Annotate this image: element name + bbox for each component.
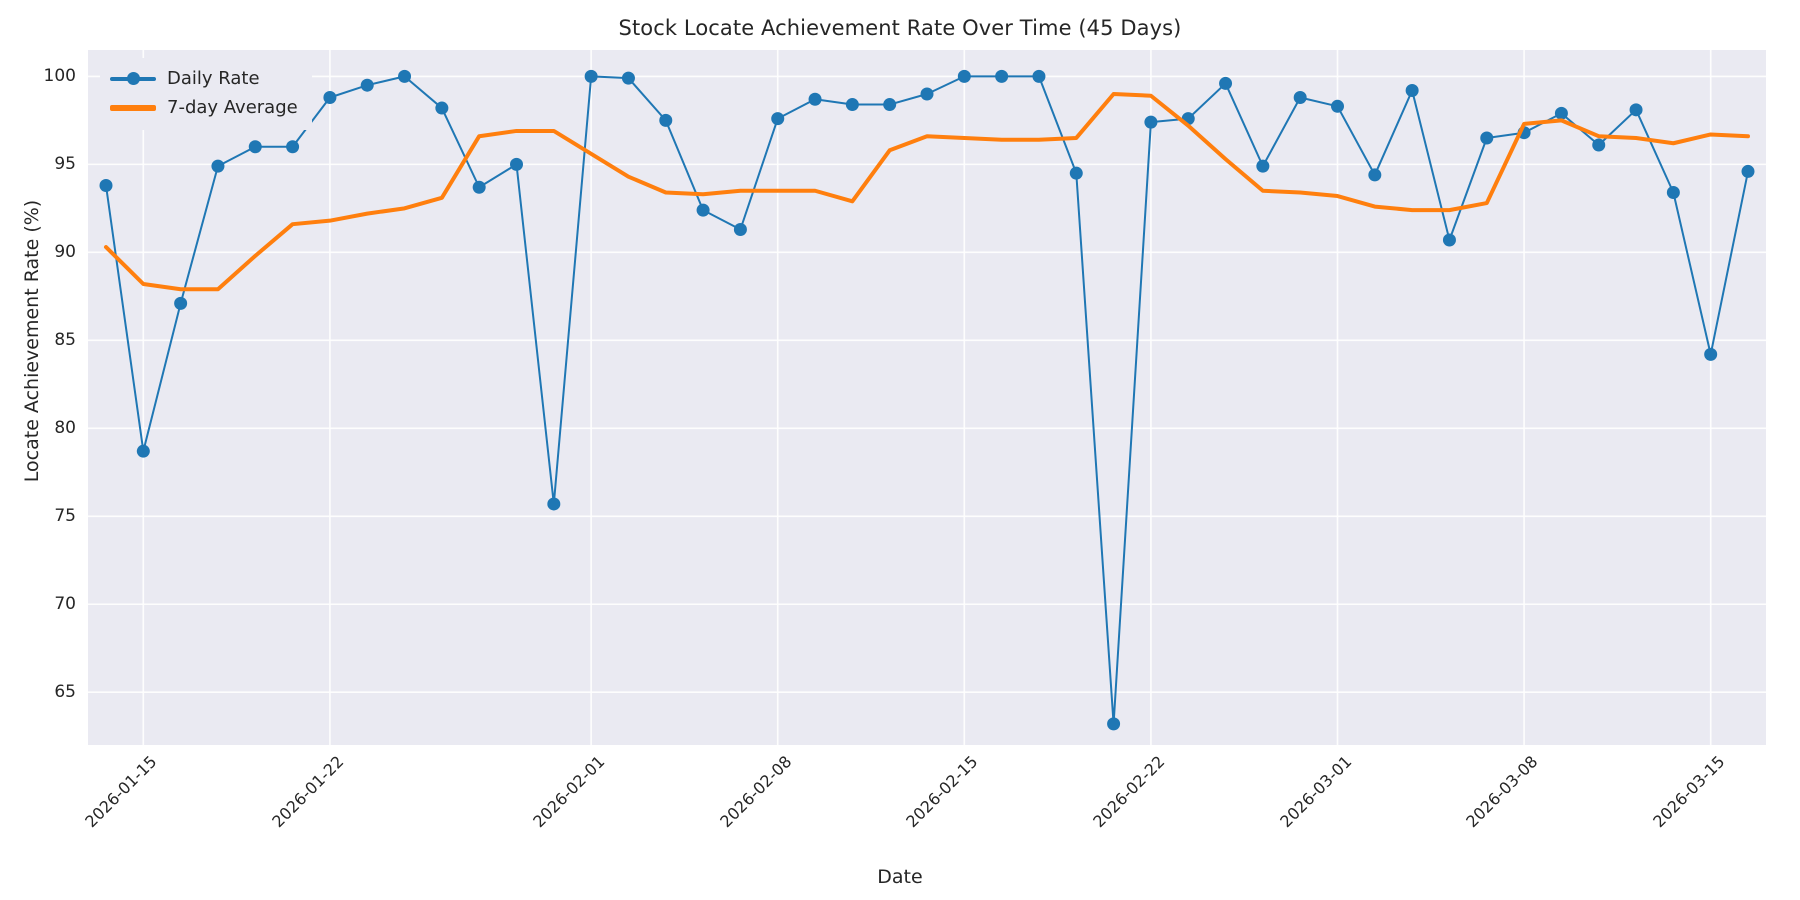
data-point-marker — [584, 69, 598, 83]
y-tick-label: 90 — [54, 242, 76, 263]
data-point-marker — [1592, 138, 1606, 152]
data-point-marker — [1293, 91, 1307, 105]
y-tick-label: 100 — [43, 66, 76, 87]
series-layer — [99, 69, 1755, 731]
x-tick-label: 2026-03-15 — [1648, 752, 1729, 832]
data-point-marker — [883, 98, 897, 112]
x-tick-label: 2026-02-01 — [529, 752, 609, 832]
data-point-marker — [547, 497, 561, 511]
y-tick-label: 75 — [54, 506, 76, 527]
y-tick-label: 65 — [54, 682, 76, 703]
data-point-marker — [248, 140, 262, 154]
data-point-marker — [1069, 166, 1083, 180]
data-point-marker — [771, 112, 785, 126]
x-tick-label: 2026-01-22 — [268, 752, 348, 832]
data-point-marker — [174, 296, 188, 310]
data-point-marker — [1629, 103, 1643, 117]
legend-swatch-line-marker-icon — [110, 69, 156, 89]
data-point-marker — [286, 140, 300, 154]
gridlines — [88, 50, 1766, 745]
data-point-marker — [136, 444, 150, 458]
data-point-marker — [360, 78, 374, 92]
chart-title: Stock Locate Achievement Rate Over Time … — [618, 16, 1182, 40]
data-point-marker — [957, 69, 971, 83]
x-axis-label: Date — [877, 866, 923, 888]
data-point-marker — [1554, 106, 1568, 120]
chart-legend: Daily Rate 7-day Average — [100, 58, 312, 130]
x-tick-label: 2026-01-15 — [81, 752, 161, 832]
data-point-marker — [1368, 168, 1382, 182]
data-point-marker — [659, 113, 673, 127]
data-point-marker — [1219, 76, 1233, 90]
y-tick-label: 70 — [54, 594, 76, 615]
x-tick-label: 2026-02-15 — [902, 752, 982, 832]
data-point-marker — [808, 92, 822, 106]
data-point-marker — [99, 178, 113, 192]
data-point-marker — [398, 69, 412, 83]
data-point-marker — [1032, 69, 1046, 83]
data-point-marker — [1442, 233, 1456, 247]
data-point-marker — [995, 69, 1009, 83]
data-point-marker — [1331, 99, 1344, 113]
data-point-marker — [696, 203, 710, 217]
data-point-marker — [1704, 347, 1718, 361]
x-tick-label: 2026-03-01 — [1275, 752, 1355, 832]
y-tick-label: 80 — [54, 418, 76, 439]
data-point-marker — [435, 101, 449, 115]
legend-label: 7-day Average — [167, 97, 298, 118]
x-tick-label: 2026-02-22 — [1089, 752, 1169, 832]
legend-swatch-line-icon — [110, 98, 156, 118]
data-point-marker — [733, 222, 747, 236]
x-tick-label: 2026-03-08 — [1462, 752, 1542, 832]
data-point-marker — [1480, 131, 1494, 145]
data-point-marker — [510, 157, 523, 171]
plot-area — [88, 50, 1766, 745]
legend-item-7day-average[interactable]: 7-day Average — [110, 93, 298, 122]
data-point-marker — [621, 71, 635, 85]
data-point-marker — [472, 180, 486, 194]
y-tick-label: 85 — [54, 330, 76, 351]
data-point-marker — [323, 91, 337, 105]
data-point-marker — [1144, 115, 1158, 129]
legend-item-daily-rate[interactable]: Daily Rate — [110, 64, 298, 93]
legend-label: Daily Rate — [167, 68, 260, 89]
data-point-marker — [1256, 159, 1270, 173]
data-point-marker — [1741, 164, 1755, 178]
data-point-marker — [1405, 83, 1419, 97]
data-point-marker — [1107, 717, 1121, 731]
data-point-marker — [1666, 186, 1680, 200]
data-point-marker — [845, 98, 859, 112]
data-point-marker — [920, 87, 934, 101]
series-line-seven-day-average — [106, 94, 1748, 289]
data-point-marker — [211, 159, 225, 173]
x-tick-label: 2026-02-08 — [715, 752, 796, 832]
plot-canvas — [88, 50, 1766, 745]
y-tick-label: 95 — [54, 154, 76, 175]
